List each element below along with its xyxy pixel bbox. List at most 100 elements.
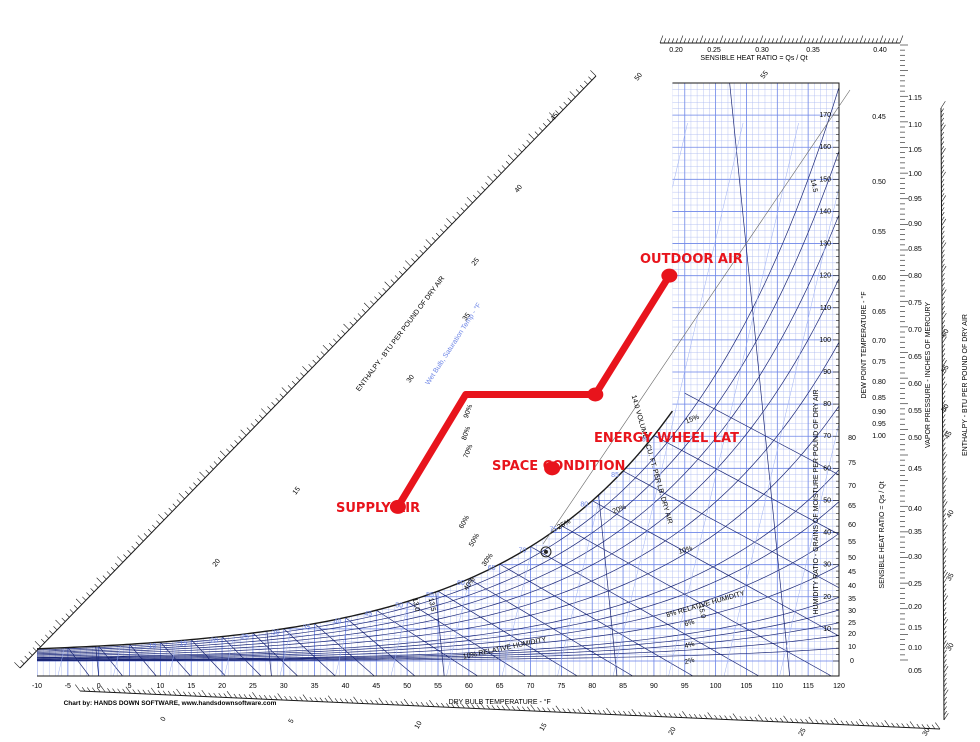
enthalpy-bottom-tick xyxy=(613,710,617,715)
enthalpy-left-tick xyxy=(452,216,457,220)
enthalpy-left-tick xyxy=(337,334,342,339)
wet-bulb-tick-label: 60 xyxy=(457,580,465,587)
shr-top-tick xyxy=(867,38,871,44)
rh-curve xyxy=(37,405,839,657)
shr-top-tick xyxy=(871,38,875,44)
process-line xyxy=(394,272,673,511)
enthalpy-left-tick xyxy=(361,309,366,314)
shr-right-tick-label: 0.55 xyxy=(872,229,886,236)
enthalpy-bottom-tick xyxy=(790,718,794,723)
humidity-ratio-tick-label: 70 xyxy=(823,433,831,440)
rh-curve xyxy=(37,278,839,655)
enthalpy-left-tick xyxy=(164,512,169,516)
enthalpy-right-tick xyxy=(943,593,947,598)
enthalpy-right-tick xyxy=(940,148,946,156)
enthalpy-left-tick xyxy=(24,655,29,660)
enthalpy-right-tick xyxy=(942,437,946,443)
rh-curve xyxy=(37,87,839,651)
enthalpy-bottom-tick xyxy=(454,701,460,708)
enthalpy-bottom-tick xyxy=(795,718,799,723)
enthalpy-bottom-tick xyxy=(865,721,870,727)
enthalpy-bottom-tick xyxy=(302,694,308,702)
humidity-ratio-tick-label: 170 xyxy=(819,112,831,119)
wet-bulb-tick-label: 65 xyxy=(488,565,496,572)
enthalpy-bottom-tick xyxy=(218,693,222,698)
shr-top-tick xyxy=(791,38,795,44)
x-axis-title: DRY BULB TEMPERATURE - °F xyxy=(449,698,551,706)
rh-curve xyxy=(37,647,839,662)
enthalpy-bottom-tick xyxy=(884,720,890,727)
enthalpy-left-tick xyxy=(435,232,440,237)
enthalpy-left-tick xyxy=(176,499,181,504)
dew-point-tick-label: 55 xyxy=(848,539,856,546)
enthalpy-bottom-tick xyxy=(294,696,298,701)
state-point-supply-air xyxy=(389,499,406,514)
enthalpy-left-tick xyxy=(135,541,140,546)
wet-bulb-line xyxy=(653,435,839,676)
enthalpy-right-tick xyxy=(943,642,949,650)
enthalpy-right-tick xyxy=(942,524,948,532)
enthalpy-guide xyxy=(224,122,355,676)
enthalpy-left-tick xyxy=(542,122,547,127)
enthalpy-guide xyxy=(723,122,839,676)
enthalpy-left-tick xyxy=(394,275,399,280)
enthalpy-bottom-tick xyxy=(628,711,632,716)
enthalpy-left-tick xyxy=(300,372,305,377)
enthalpy-right-tick xyxy=(942,381,946,386)
x-tick-label: 105 xyxy=(741,683,753,690)
shr-top-tick xyxy=(883,38,887,44)
enthalpy-left-tick xyxy=(590,70,597,77)
enthalpy-right-tick xyxy=(942,430,948,438)
humidity-ratio-tick-label: 110 xyxy=(820,305,831,312)
enthalpy-right-tick xyxy=(943,602,947,608)
enthalpy-bottom-tick xyxy=(248,694,253,699)
shr-right-tick-label: 0.70 xyxy=(872,338,886,345)
enthalpy-right-tick xyxy=(942,461,946,466)
enthalpy-left-tick xyxy=(415,254,420,259)
enthalpy-right-tick xyxy=(942,501,948,509)
enthalpy-bottom-tick xyxy=(891,722,895,728)
enthalpy-left-tick-label: 20 xyxy=(212,558,222,569)
enthalpy-right-tick xyxy=(942,548,948,556)
x-tick-label: 60 xyxy=(465,683,473,690)
vapor-pressure-tick-label: 0.20 xyxy=(908,604,922,611)
enthalpy-bottom-tick xyxy=(435,702,440,708)
wet-bulb-tick-label: 50 xyxy=(395,603,403,610)
enthalpy-bottom-tick xyxy=(252,692,258,700)
enthalpy-right-tick xyxy=(941,320,946,325)
wet-bulb-tick-label: 55 xyxy=(426,592,434,599)
enthalpy-left-tick xyxy=(363,302,370,309)
wet-bulb-tick-label: 85 xyxy=(611,472,619,479)
chart-scales xyxy=(14,35,949,730)
enthalpy-bottom-tick xyxy=(378,697,384,705)
vapor-pressure-tick-label: 0.25 xyxy=(908,581,922,588)
enthalpy-right-tick-label: 35 xyxy=(946,572,956,582)
enthalpy-left-tick xyxy=(40,638,45,643)
enthalpy-bottom-tick xyxy=(805,718,809,724)
enthalpy-right-tick xyxy=(942,360,947,368)
enthalpy-right-tick xyxy=(942,508,946,514)
enthalpy-right-tick xyxy=(941,211,945,217)
enthalpy-right-tick xyxy=(942,376,946,382)
shr-top-tick xyxy=(679,35,684,44)
enthalpy-bottom-tick xyxy=(643,711,647,717)
enthalpy-left-tick xyxy=(189,486,194,491)
enthalpy-guide xyxy=(390,122,522,676)
enthalpy-bottom-tick xyxy=(395,700,399,706)
shr-top-tick xyxy=(847,38,851,44)
enthalpy-left-tick xyxy=(431,237,436,242)
shr-top-tick xyxy=(887,38,891,44)
enthalpy-right-tick xyxy=(942,532,947,537)
humidity-ratio-tick-label: 60 xyxy=(823,465,831,472)
enthalpy-right-tick-label: 30 xyxy=(946,642,956,652)
enthalpy-bottom-tick xyxy=(365,699,369,704)
wet-bulb-tick-label: 10 xyxy=(148,643,156,650)
dew-point-tick-label: 75 xyxy=(848,460,856,467)
enthalpy-bottom-tick xyxy=(764,717,769,722)
enthalpy-right-tick xyxy=(943,710,947,716)
enthalpy-right-tick xyxy=(942,466,946,471)
enthalpy-bottom-tick xyxy=(319,697,324,702)
shr-top-tick xyxy=(811,38,815,44)
enthalpy-left-tick xyxy=(384,281,391,288)
